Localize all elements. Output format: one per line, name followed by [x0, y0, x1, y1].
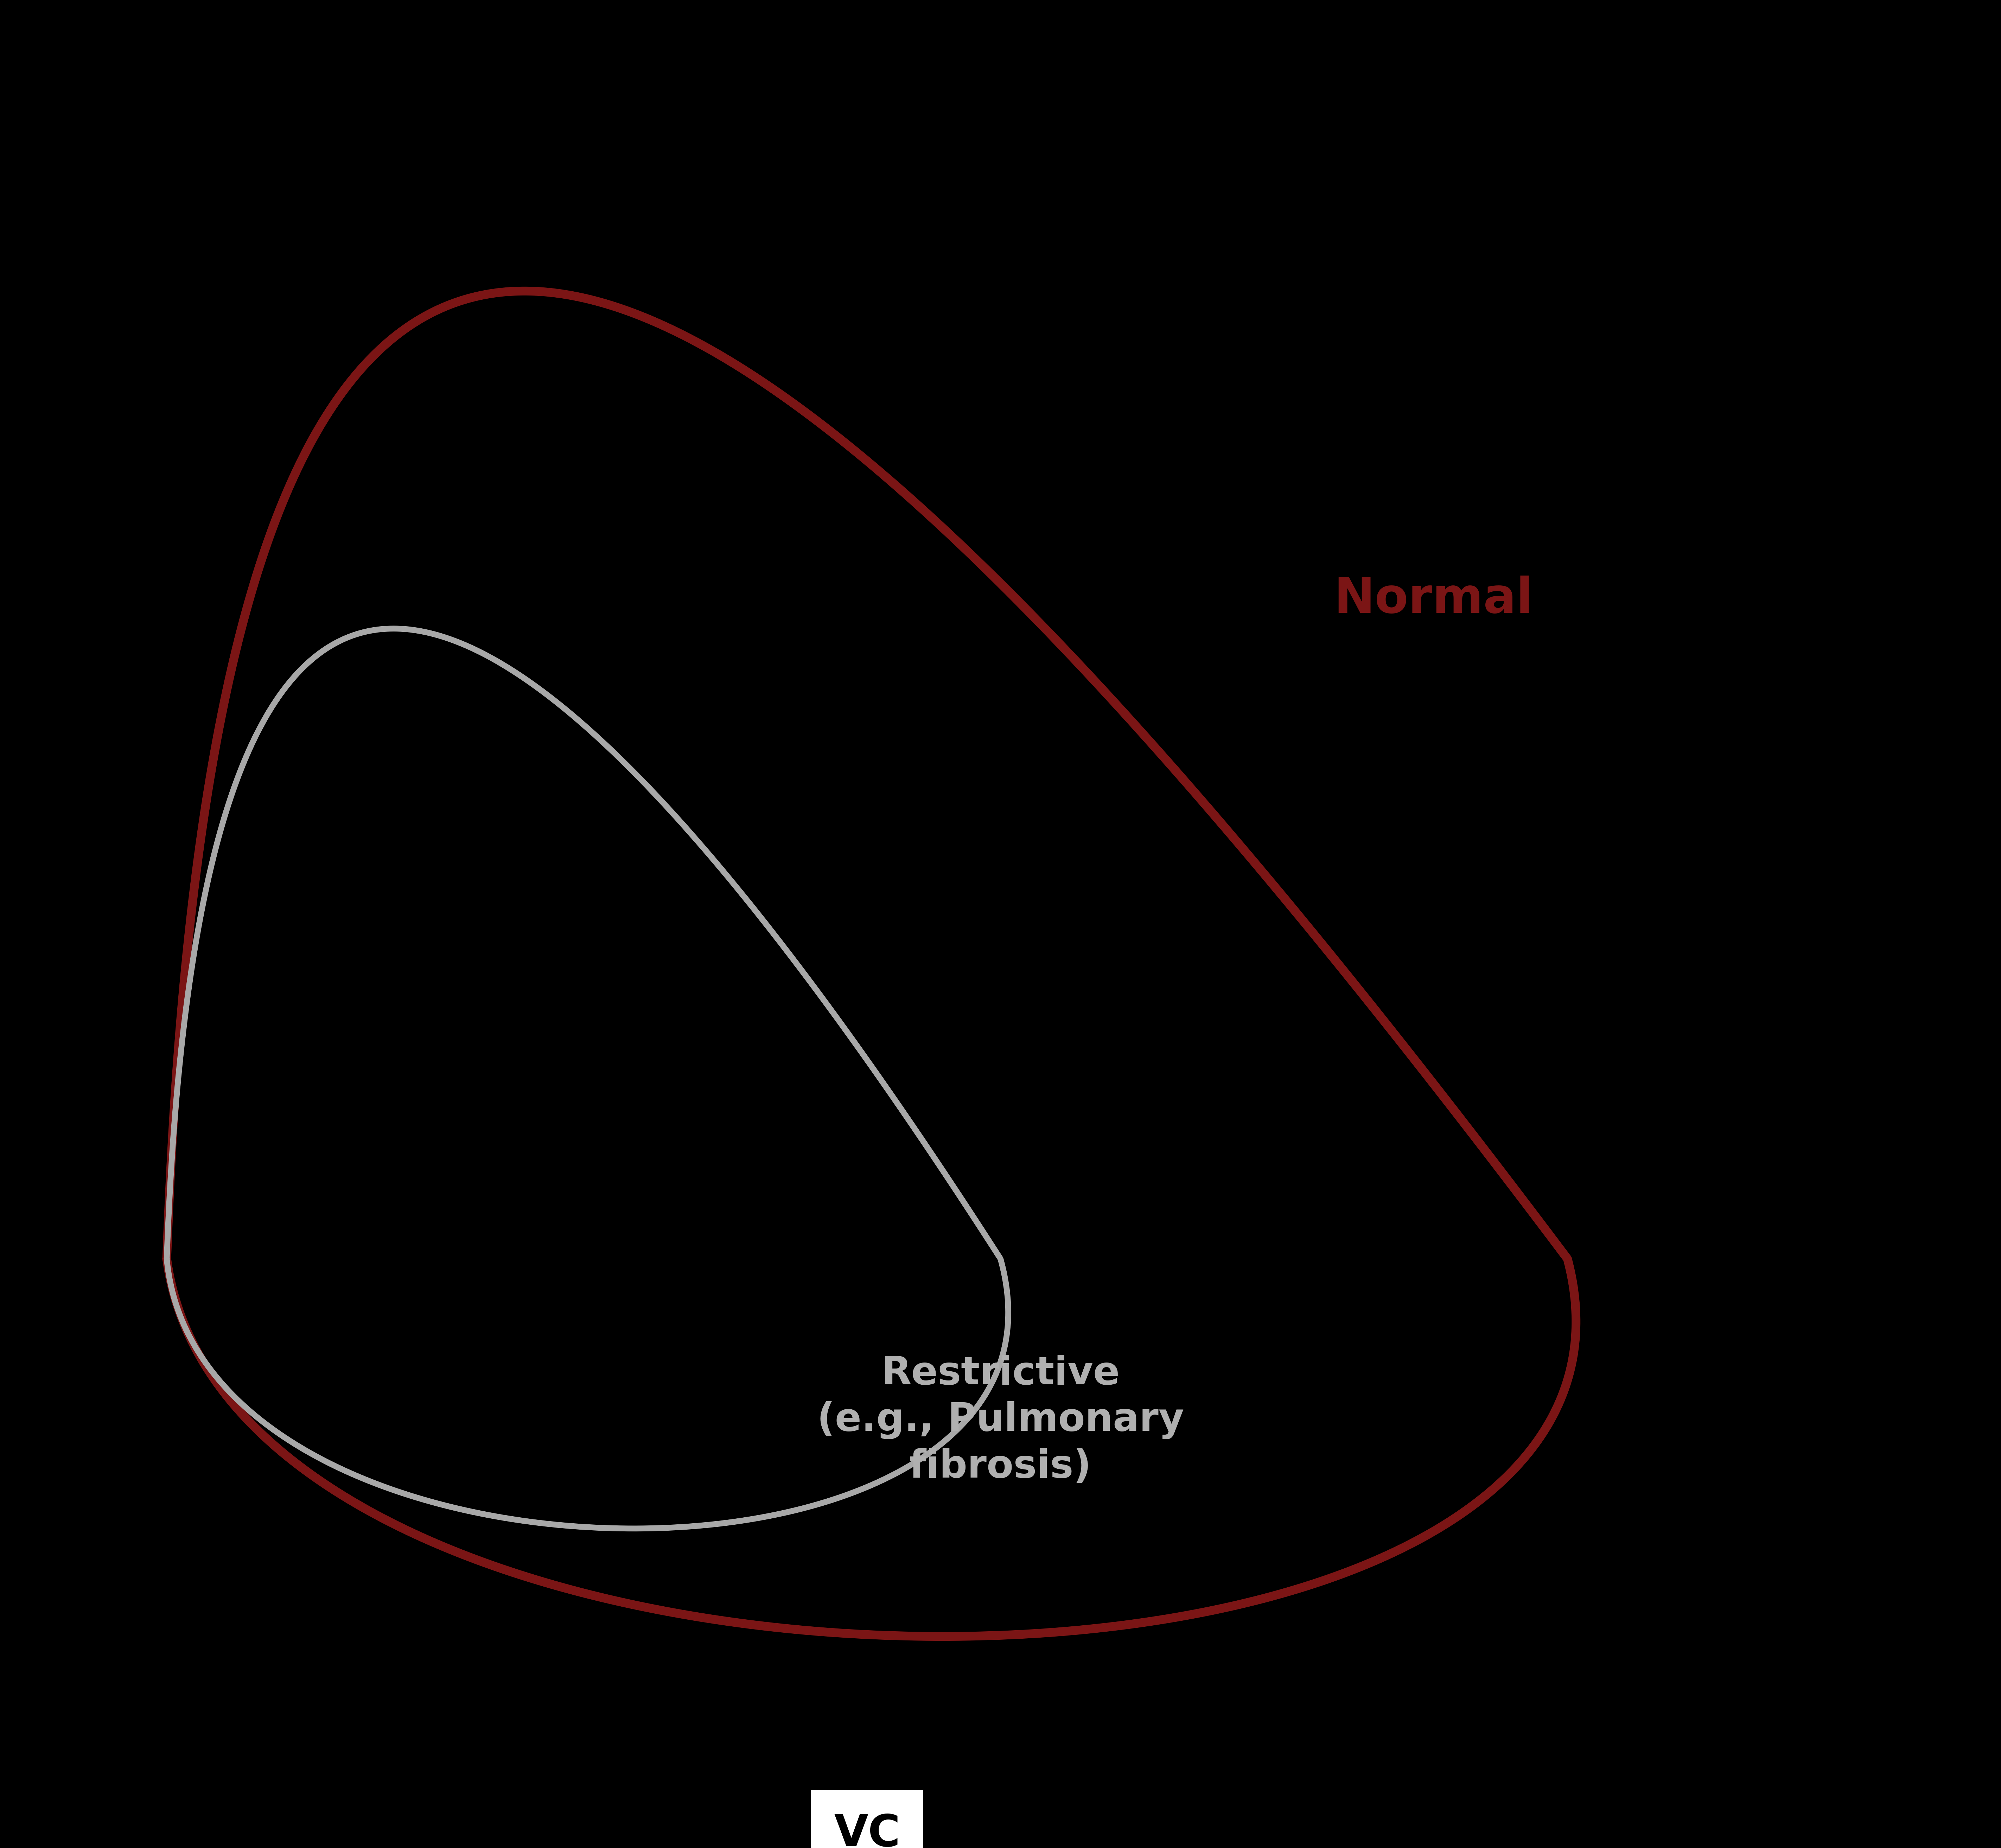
Text: Normal: Normal — [1335, 577, 1533, 623]
Text: VC: VC — [834, 1813, 900, 1848]
Text: Restrictive
(e.g., Pulmonary
fibrosis): Restrictive (e.g., Pulmonary fibrosis) — [816, 1355, 1185, 1486]
